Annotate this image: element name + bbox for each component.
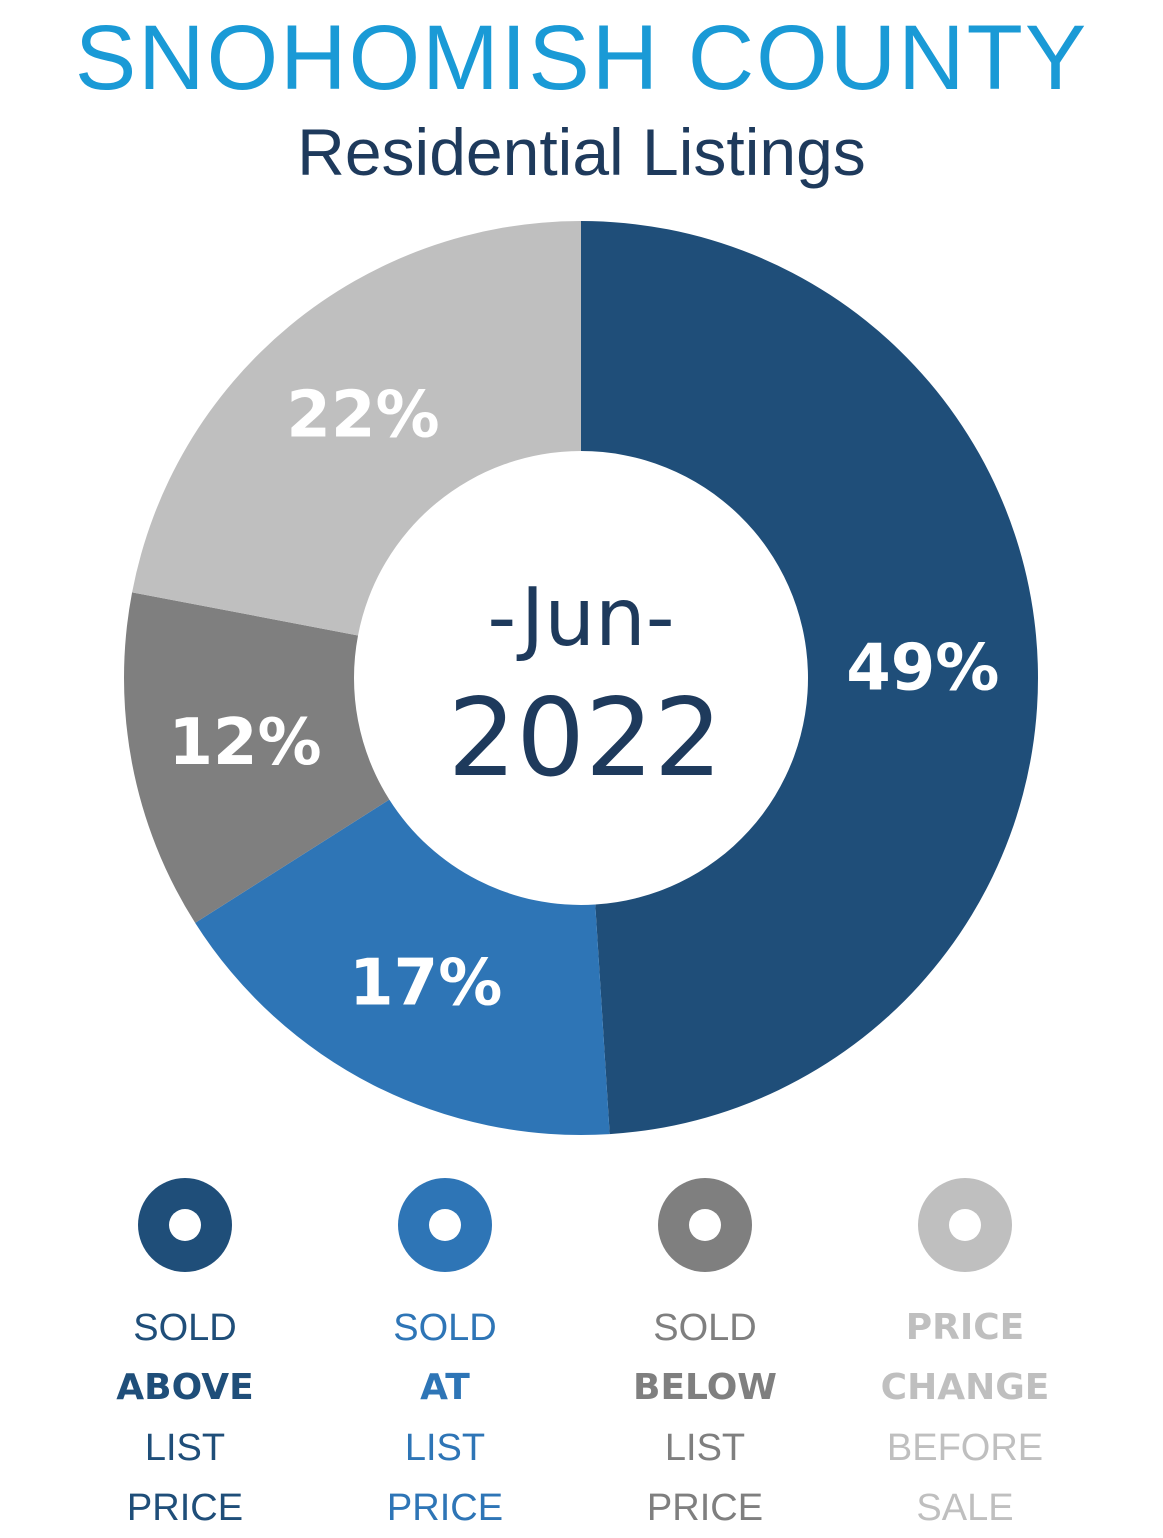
legend-label-line: SOLD: [393, 1307, 497, 1349]
legend-label-line: SALE: [916, 1487, 1014, 1529]
legend-label-line: ABOVE: [116, 1367, 254, 1408]
slice-3: [124, 592, 390, 923]
slice-label-4: 22%: [286, 378, 439, 452]
slice-1: [581, 221, 1039, 1135]
legend-label: SOLD BELOW LIST PRICE: [633, 1298, 777, 1538]
slice-label-1: 49%: [846, 631, 999, 705]
ring-icon: [918, 1178, 1012, 1272]
legend-item-2: SOLD AT LIST PRICE: [315, 1178, 575, 1538]
legend-item-4: PRICE CHANGE BEFORE SALE: [835, 1178, 1095, 1538]
legend-label: SOLD ABOVE LIST PRICE: [116, 1298, 253, 1538]
legend-label: PRICE CHANGE BEFORE SALE: [881, 1298, 1050, 1538]
legend-label-line: PRICE: [646, 1487, 764, 1529]
ring-icon: [658, 1178, 752, 1272]
legend-label-line: SOLD: [133, 1307, 237, 1349]
legend: SOLD ABOVE LIST PRICE SOLD AT LIST PRICE SOLD BEL…: [55, 1178, 1095, 1538]
legend-label-line: PRICE: [126, 1487, 244, 1529]
legend-label-line: BEFORE: [886, 1427, 1044, 1469]
donut-chart: 49% 17% 12% 22% -Jun- 2022: [124, 221, 1039, 1135]
page-subtitle: Residential Listings: [297, 115, 866, 189]
legend-label-line: BELOW: [633, 1367, 777, 1408]
ring-icon: [138, 1178, 232, 1272]
legend-label: SOLD AT LIST PRICE: [387, 1298, 503, 1538]
slice-2: [195, 799, 610, 1135]
slice-label-3: 12%: [168, 706, 321, 780]
ring-icon: [398, 1178, 492, 1272]
center-year: 2022: [448, 676, 723, 801]
legend-label-line: LIST: [404, 1427, 486, 1469]
page-title: SNOHOMISH COUNTY: [74, 7, 1089, 109]
legend-label-line: LIST: [144, 1427, 226, 1469]
legend-label-line: AT: [420, 1367, 470, 1408]
slice-4: [132, 221, 581, 636]
legend-label-line: PRICE: [905, 1307, 1025, 1348]
slice-label-2: 17%: [349, 947, 502, 1021]
legend-item-3: SOLD BELOW LIST PRICE: [575, 1178, 835, 1538]
legend-label-line: CHANGE: [880, 1367, 1050, 1408]
legend-item-1: SOLD ABOVE LIST PRICE: [55, 1178, 315, 1538]
legend-label-line: SOLD: [653, 1307, 757, 1349]
legend-label-line: LIST: [664, 1427, 746, 1469]
center-month: -Jun-: [487, 571, 674, 664]
legend-label-line: PRICE: [386, 1487, 504, 1529]
slice-labels: 49% 17% 12% 22%: [168, 378, 999, 1020]
donut-slices: [124, 221, 1039, 1135]
